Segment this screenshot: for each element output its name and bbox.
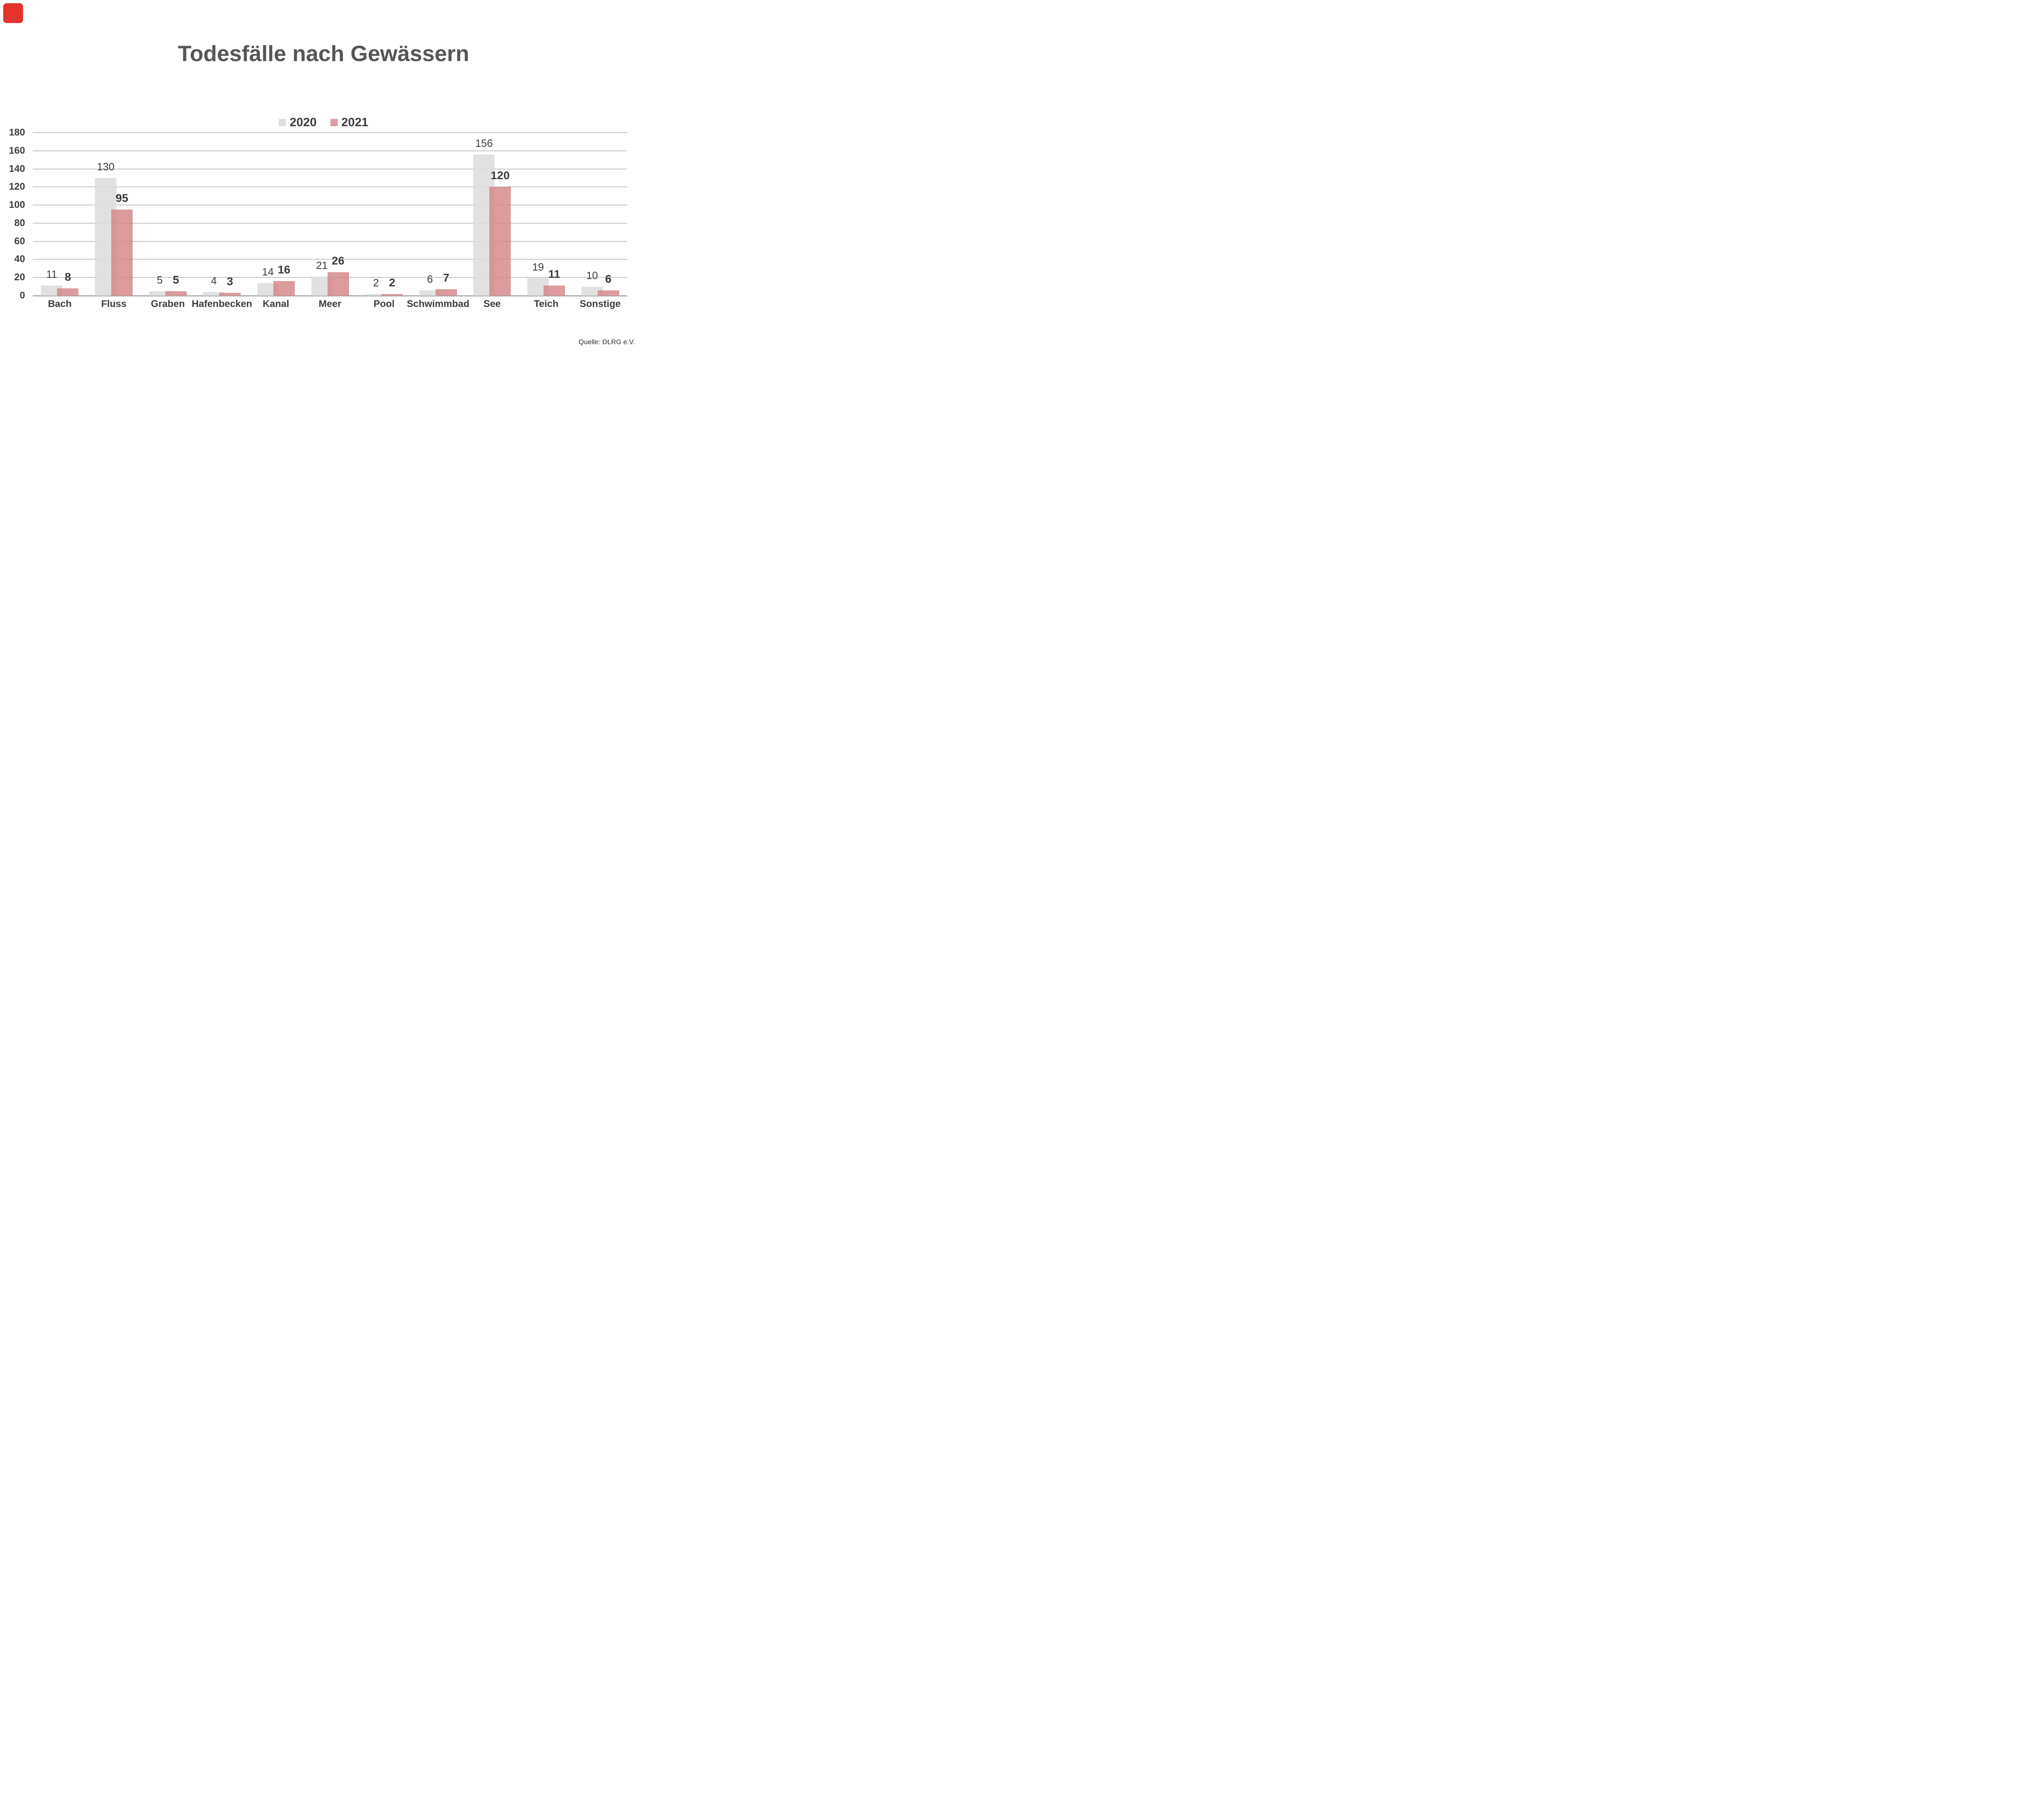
bar-2021-Bach — [57, 288, 79, 296]
legend-item-2021: 2021 — [330, 116, 368, 129]
bar-2020-Graben — [149, 291, 171, 296]
bar-2021-Schwimmbad — [435, 289, 457, 296]
value-label-2021-Sonstige: 6 — [605, 272, 611, 285]
category-label-Teich: Teich — [534, 298, 558, 309]
bar-2020-Schwimmbad — [419, 290, 441, 296]
bar-2021-Meer — [327, 272, 349, 296]
y-tick-label-20: 20 — [14, 272, 25, 283]
bar-2021-See — [489, 187, 511, 296]
y-tick-label-80: 80 — [14, 217, 25, 229]
value-label-2020-See: 156 — [475, 137, 493, 149]
value-label-2021-Schwimmbad: 7 — [443, 271, 450, 284]
value-label-2021-Kanal: 16 — [277, 263, 290, 276]
bar-2021-Pool — [381, 294, 403, 296]
category-label-Sonstige: Sonstige — [580, 298, 621, 309]
plot-area: 11 8 130 95 5 5 4 3 14 16 21 26 2 2 6 7 156 120 19 11 10 6 — [33, 132, 627, 296]
y-tick-label-60: 60 — [14, 235, 25, 247]
gridline-60 — [33, 241, 627, 242]
gridline-160 — [33, 150, 627, 151]
legend-label: 2021 — [341, 116, 368, 129]
category-label-Bach: Bach — [48, 298, 72, 309]
bar-2021-Teich — [544, 286, 565, 296]
value-label-2020-Meer: 21 — [316, 259, 328, 271]
source-note: Quelle: DLRG e.V. — [578, 338, 635, 346]
bar-2021-Fluss — [111, 210, 133, 296]
category-label-Hafenbecken: Hafenbecken — [192, 298, 252, 309]
y-tick-label-0: 0 — [19, 290, 25, 301]
y-tick-label-40: 40 — [14, 254, 25, 265]
value-label-2020-Pool: 2 — [373, 276, 379, 289]
bar-2021-Hafenbecken — [219, 293, 241, 296]
category-label-Meer: Meer — [318, 298, 342, 309]
gridline-80 — [33, 222, 627, 224]
category-label-Schwimmbad: Schwimmbad — [406, 298, 470, 309]
value-label-2020-Kanal: 14 — [262, 265, 274, 278]
bar-2021-Graben — [165, 291, 187, 296]
bar-2020-Sonstige — [581, 286, 603, 296]
value-label-2020-Bach: 11 — [46, 268, 57, 281]
y-tick-label-140: 140 — [8, 163, 25, 174]
value-label-2021-See: 120 — [491, 169, 510, 182]
chart-screenshot: Todesfälle nach Gewässern 2020 2021 0 20 40… — [0, 0, 647, 364]
legend-item-2020: 2020 — [279, 116, 317, 129]
value-label-2021-Fluss: 95 — [115, 192, 129, 205]
y-tick-label-180: 180 — [8, 127, 25, 138]
legend-swatch-icon — [330, 119, 338, 126]
value-label-2021-Teich: 11 — [548, 268, 560, 281]
legend-swatch-icon — [279, 119, 286, 126]
value-label-2020-Hafenbecken: 4 — [211, 275, 217, 287]
value-label-2021-Meer: 26 — [332, 254, 345, 267]
y-tick-label-160: 160 — [8, 145, 25, 156]
category-label-Graben: Graben — [151, 298, 185, 309]
legend-label: 2020 — [290, 116, 317, 129]
value-label-2021-Bach: 8 — [65, 271, 71, 284]
bar-2021-Sonstige — [597, 290, 619, 296]
gridline-120 — [33, 186, 627, 188]
bar-2021-Kanal — [273, 281, 295, 296]
category-label-Fluss: Fluss — [101, 298, 127, 309]
bar-2020-Hafenbecken — [203, 292, 225, 296]
value-label-2021-Graben: 5 — [173, 273, 179, 286]
value-label-2020-Teich: 19 — [532, 261, 544, 273]
value-label-2020-Sonstige: 10 — [586, 269, 598, 281]
value-label-2020-Fluss: 130 — [97, 160, 115, 173]
y-tick-label-120: 120 — [8, 181, 25, 193]
chart-title: Todesfälle nach Gewässern — [178, 41, 470, 66]
value-label-2020-Schwimmbad: 6 — [427, 273, 433, 285]
category-label-See: See — [483, 298, 501, 309]
value-label-2020-Graben: 5 — [157, 273, 163, 286]
value-label-2021-Hafenbecken: 3 — [226, 275, 233, 288]
category-label-Kanal: Kanal — [262, 298, 290, 309]
gridline-40 — [33, 259, 627, 260]
gridline-180 — [33, 132, 627, 133]
chart-legend: 2020 2021 — [0, 116, 647, 129]
x-axis-baseline — [33, 295, 627, 296]
category-label-Pool: Pool — [373, 298, 395, 309]
red-marker-square — [3, 3, 23, 23]
y-tick-label-100: 100 — [8, 199, 25, 211]
value-label-2021-Pool: 2 — [389, 276, 396, 289]
bar-2020-Pool — [365, 294, 387, 296]
